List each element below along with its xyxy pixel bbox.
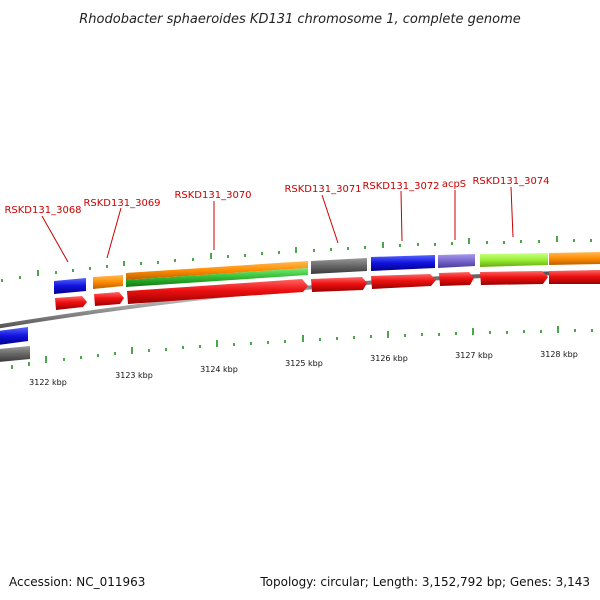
feature-block-acps-purple[interactable]: [438, 254, 475, 268]
gene-label-rskd131-3072[interactable]: RSKD131_3072: [362, 181, 439, 192]
outer-tick-marks: [1, 236, 592, 282]
feature-block-3072-blue[interactable]: [371, 255, 435, 271]
gene-label-rskd131-3074[interactable]: RSKD131_3074: [472, 176, 549, 187]
scale-label-3126: 3126 kbp: [370, 354, 408, 363]
scale-label-3125: 3125 kbp: [285, 359, 323, 368]
feature-block-3071-gray[interactable]: [311, 258, 367, 274]
cds-arrow-3069[interactable]: [94, 292, 124, 306]
cds-arrow-next[interactable]: [549, 270, 600, 284]
map-title: Rhodobacter sphaeroides KD131 chromosome…: [79, 12, 520, 27]
cds-arrow-acps[interactable]: [439, 272, 474, 286]
scale-label-3128: 3128 kbp: [540, 350, 578, 359]
feature-block-3070-green[interactable]: [126, 268, 308, 287]
scale-label-3127: 3127 kbp: [455, 351, 493, 360]
feature-block-next-orange[interactable]: [549, 252, 600, 265]
gene-label-rskd131-3071[interactable]: RSKD131_3071: [284, 184, 361, 195]
cds-arrow-3068[interactable]: [55, 296, 87, 310]
cds-arrow-3071[interactable]: [311, 277, 367, 292]
genome-summary-text: Topology: circular; Length: 3,152,792 bp…: [259, 575, 590, 589]
inner-tick-marks: [11, 326, 593, 369]
feature-block-3070-orange[interactable]: [126, 261, 308, 280]
cds-arrow-3070[interactable]: [127, 279, 308, 304]
cds-arrow-3072[interactable]: [371, 274, 436, 289]
feature-block-3074-lime[interactable]: [480, 253, 548, 267]
label-leader-lines: [41, 186, 514, 263]
feature-block-left-gray[interactable]: [0, 346, 30, 362]
gene-label-rskd131-3068[interactable]: RSKD131_3068: [4, 205, 81, 216]
gene-label-rskd131-3069[interactable]: RSKD131_3069: [83, 198, 160, 209]
scale-label-3122: 3122 kbp: [29, 378, 67, 387]
accession-text: Accession: NC_011963: [9, 575, 145, 589]
cds-arrow-3074[interactable]: [480, 271, 548, 285]
gene-label-rskd131-3070[interactable]: RSKD131_3070: [174, 190, 251, 201]
gene-label-acps[interactable]: acpS: [442, 179, 466, 190]
scale-label-3124: 3124 kbp: [200, 365, 238, 374]
feature-block-left-blue[interactable]: [0, 327, 28, 345]
feature-block-3068-blue[interactable]: [54, 278, 86, 294]
feature-block-3069-orange[interactable]: [93, 275, 123, 289]
scale-label-3123: 3123 kbp: [115, 371, 153, 380]
